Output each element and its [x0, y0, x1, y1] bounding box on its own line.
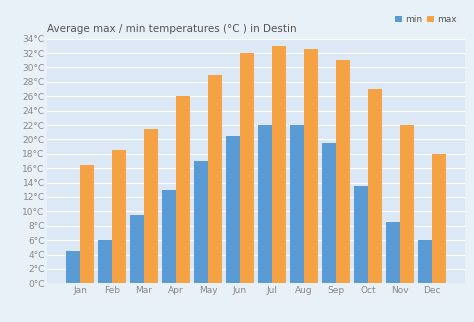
Bar — [418, 240, 432, 283]
Bar — [144, 128, 158, 283]
Bar — [400, 125, 414, 283]
Bar — [432, 154, 446, 283]
Bar — [226, 136, 240, 283]
Text: Average max / min temperatures (°C ) in Destin: Average max / min temperatures (°C ) in … — [47, 24, 297, 34]
Bar — [336, 60, 350, 283]
Bar — [322, 143, 336, 283]
Bar — [112, 150, 126, 283]
Bar — [66, 251, 80, 283]
Bar — [258, 125, 272, 283]
Bar — [98, 240, 112, 283]
Bar — [176, 96, 190, 283]
Bar — [80, 165, 94, 283]
Bar — [240, 53, 254, 283]
Bar — [304, 50, 318, 283]
Bar — [194, 161, 208, 283]
Bar — [130, 215, 144, 283]
Bar — [290, 125, 304, 283]
Legend: min, max: min, max — [392, 11, 460, 28]
Bar — [272, 46, 286, 283]
Bar — [162, 190, 176, 283]
Bar — [354, 186, 368, 283]
Bar — [386, 222, 400, 283]
Bar — [368, 89, 382, 283]
Bar — [208, 75, 222, 283]
